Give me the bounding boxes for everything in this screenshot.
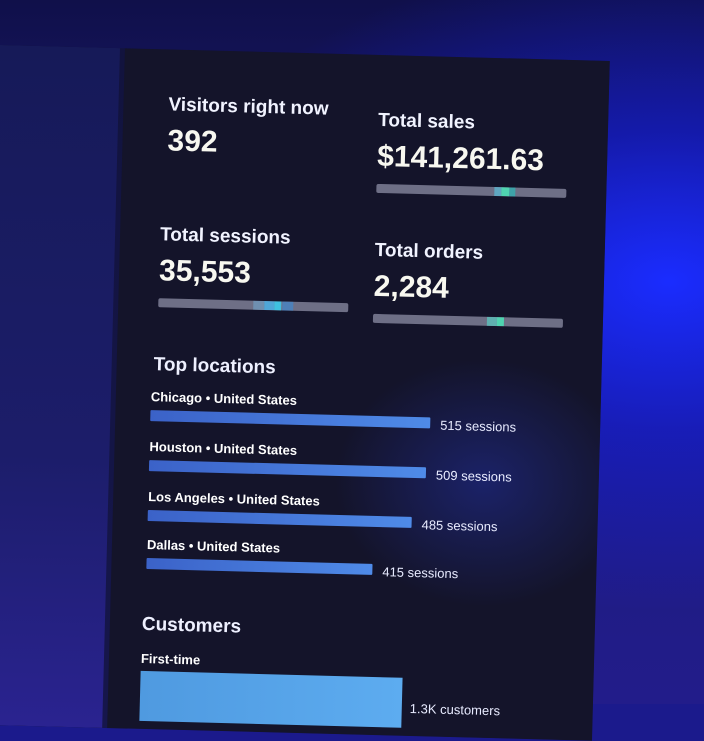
metric-sales-value: $141,261.63 xyxy=(376,139,545,178)
metric-visitors-value: 392 xyxy=(167,124,219,159)
sales-sparkline xyxy=(376,183,567,198)
metric-orders-value: 2,284 xyxy=(373,269,450,305)
sparkline-segment xyxy=(253,300,265,311)
sparkline-segment xyxy=(509,187,516,197)
metric-orders-label: Total orders xyxy=(374,239,484,264)
location-sessions: 415 sessions xyxy=(382,564,459,582)
sessions-sparkline xyxy=(158,298,349,313)
metric-sales-label: Total sales xyxy=(377,109,476,134)
sparkline-segment xyxy=(496,317,505,327)
location-bar xyxy=(146,558,373,575)
location-bar xyxy=(147,510,412,528)
first-time-bar[interactable] xyxy=(139,670,403,728)
left-pane xyxy=(0,45,120,728)
metric-sessions-value: 35,553 xyxy=(158,254,252,290)
metric-visitors-label: Visitors right now xyxy=(168,94,329,120)
location-sessions: 485 sessions xyxy=(421,517,498,535)
customers-title: Customers xyxy=(141,613,242,638)
location-row[interactable]: Dallas • United States 415 sessions xyxy=(146,537,567,598)
metric-sessions-label: Total sessions xyxy=(159,224,291,249)
metric-orders[interactable]: Total orders 2,284 xyxy=(372,239,565,328)
sparkline-segment xyxy=(486,316,497,327)
first-time-label: First-time xyxy=(140,650,201,668)
sparkline-segment xyxy=(281,301,294,311)
analytics-panel: Visitors right now 392 Total sales $141,… xyxy=(107,48,610,741)
metric-sales[interactable]: Total sales $141,261.63 xyxy=(376,110,568,198)
monitor-screen: Visitors right now 392 Total sales $141,… xyxy=(0,45,610,741)
metric-sessions[interactable]: Total sessions 35,553 xyxy=(158,224,350,313)
orders-sparkline xyxy=(372,313,564,328)
sparkline-segment xyxy=(264,301,275,311)
location-bar xyxy=(150,410,431,429)
top-locations-title: Top locations xyxy=(153,354,277,379)
location-bar xyxy=(148,460,427,479)
metric-visitors[interactable]: Visitors right now 392 xyxy=(167,94,359,163)
location-sessions: 515 sessions xyxy=(440,417,517,435)
location-sessions: 509 sessions xyxy=(435,467,512,485)
